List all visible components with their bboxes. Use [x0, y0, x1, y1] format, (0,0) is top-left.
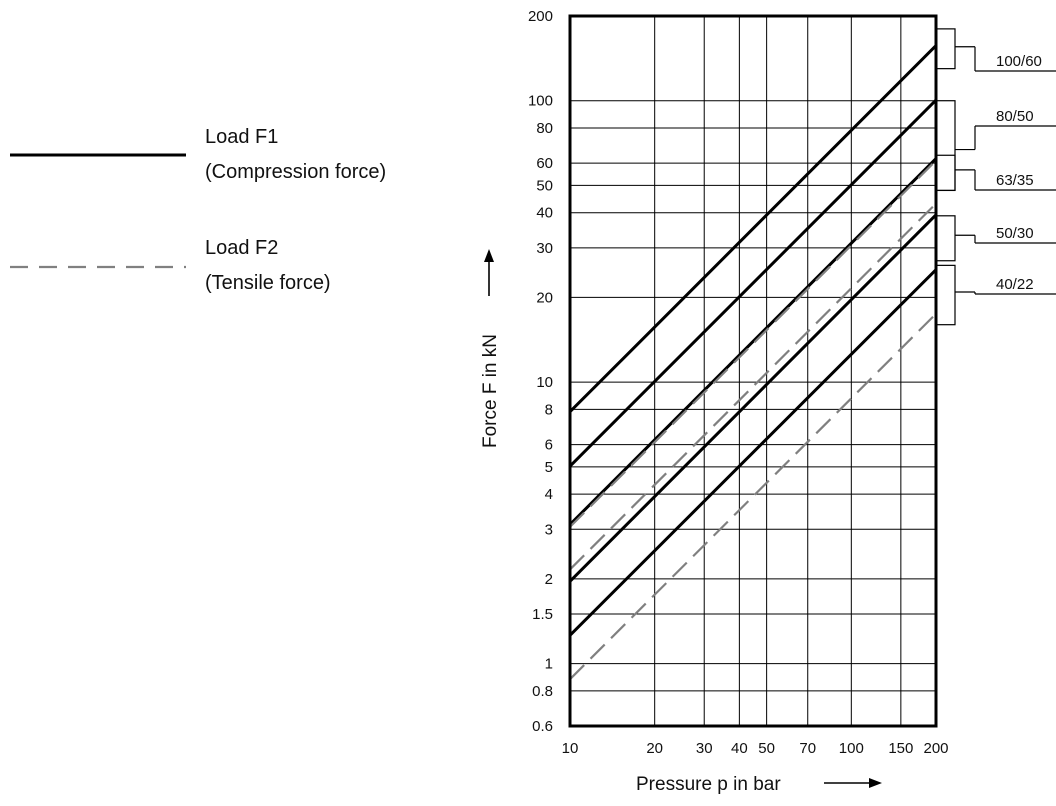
legend-item-load-f1: Load F1 (Compression force)	[10, 126, 386, 183]
size-label-50-30: 50/30	[996, 225, 1034, 242]
x-tick-label: 200	[923, 740, 948, 757]
y-tick-label: 50	[536, 177, 553, 194]
size-bracket-100-60	[935, 28, 956, 70]
y-tick-label: 80	[536, 120, 553, 137]
x-tick-label: 100	[839, 740, 864, 757]
y-tick-label: 6	[545, 437, 553, 454]
series-line-load-f2-63-35	[569, 202, 937, 571]
x-tick-label: 30	[696, 740, 713, 757]
y-tick-label: 20	[536, 289, 553, 306]
y-tick-label: 1.5	[532, 606, 553, 623]
y-tick-label: 8	[545, 401, 553, 418]
size-bracket-50-30	[935, 215, 956, 262]
y-tick-label: 1	[545, 656, 553, 673]
y-tick-label: 60	[536, 155, 553, 172]
x-tick-label: 50	[758, 740, 775, 757]
x-tick-label: 70	[799, 740, 816, 757]
legend: Load F1 (Compression force) Load F2 (Ten…	[10, 126, 386, 294]
y-tick-label: 100	[528, 93, 553, 110]
y-tick-label: 200	[528, 8, 553, 25]
series-line-load-f1-40-22	[568, 268, 938, 637]
x-tick-label: 150	[888, 740, 913, 757]
x-axis-title: Pressure p in bar	[636, 774, 781, 795]
y-tick-label: 2	[545, 571, 553, 588]
series-line-load-f1-50-30	[568, 213, 938, 583]
series-line-load-f1-80-50	[568, 99, 938, 468]
y-tick-label: 40	[536, 205, 553, 222]
y-tick-labels: 0.6 0.8 1 1.5 2 3 4 5 6 8 10 20 30 40 50 60 80 100 200	[528, 8, 553, 735]
y-tick-label: 5	[545, 459, 553, 476]
y-tick-label: 0.8	[532, 683, 553, 700]
x-axis-arrow	[824, 778, 882, 788]
y-tick-label: 10	[536, 374, 553, 391]
series-line-load-f2-40-22	[569, 312, 937, 680]
size-label-80-50: 80/50	[996, 108, 1034, 125]
x-tick-labels: 10 20 30 40 50 70 100 150 200	[562, 740, 949, 757]
size-bracket-80-50	[935, 100, 956, 192]
series-line-load-f1-63-35	[568, 157, 938, 526]
x-tick-label: 40	[731, 740, 748, 757]
size-label-100-60: 100/60	[996, 53, 1042, 70]
legend-label-load-f1: Load F1	[205, 126, 278, 148]
y-axis-title: Force F in kN	[480, 334, 501, 448]
y-tick-label: 30	[536, 240, 553, 257]
size-bracket-63-35	[935, 154, 956, 192]
grid	[569, 15, 937, 727]
legend-item-load-f2: Load F2 (Tensile force)	[10, 237, 331, 294]
x-tick-label: 20	[646, 740, 663, 757]
size-label-63-35: 63/35	[996, 172, 1034, 189]
legend-sublabel-compression: (Compression force)	[205, 161, 386, 183]
y-tick-label: 0.6	[532, 718, 553, 735]
legend-label-load-f2: Load F2	[205, 237, 278, 259]
series-line-load-f1-100-60	[568, 44, 938, 413]
legend-sublabel-tensile: (Tensile force)	[205, 272, 331, 294]
y-axis-arrow	[484, 249, 494, 296]
y-tick-label: 4	[545, 486, 553, 503]
plot-frame	[568, 14, 938, 728]
y-tick-label: 3	[545, 521, 553, 538]
x-tick-label: 10	[562, 740, 579, 757]
series-lines	[568, 44, 938, 680]
size-label-40-22: 40/22	[996, 276, 1034, 293]
size-bracket-40-22	[935, 264, 956, 326]
size-brackets: 100/60 80/50 63/35 50/30 40/22	[935, 28, 1056, 326]
series-line-load-f2-80-50	[569, 159, 937, 528]
